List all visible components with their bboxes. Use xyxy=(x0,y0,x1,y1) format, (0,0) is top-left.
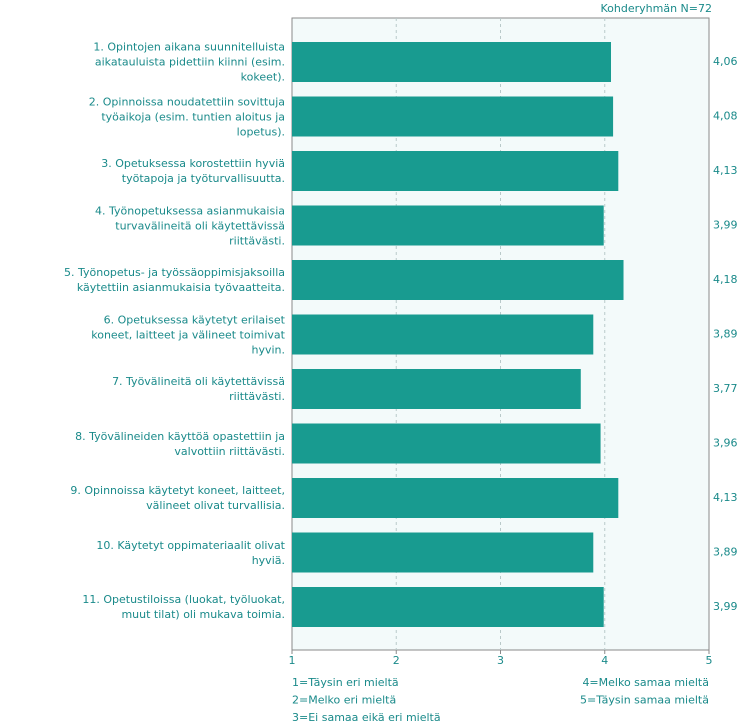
scale-note: 2=Melko eri mieltä xyxy=(292,694,396,707)
value-label: 4,18 xyxy=(713,273,738,286)
x-tick-label: 3 xyxy=(497,654,504,667)
scale-note: 5=Täysin samaa mieltä xyxy=(580,694,709,707)
x-tick-label: 5 xyxy=(706,654,713,667)
value-label: 3,89 xyxy=(713,546,738,559)
category-label: 10. Käytetyt oppimateriaalit olivat hyvi… xyxy=(96,538,285,567)
category-label: 9. Opinnoissa käytetyt koneet, laitteet,… xyxy=(70,484,285,512)
value-label: 3,77 xyxy=(713,382,738,395)
bar xyxy=(292,260,624,300)
category-label: 2. Opinnoissa noudatettiin sovittuja työ… xyxy=(88,95,285,138)
scale-note: 3=Ei samaa eikä eri mieltä xyxy=(292,711,441,724)
value-label: 4,08 xyxy=(713,110,738,123)
bar xyxy=(292,478,619,518)
category-label: 7. Työvälineitä oli käytettävissä riittä… xyxy=(112,375,285,403)
value-label: 4,13 xyxy=(713,164,738,177)
category-label: 6. Opetuksessa käytetyt erilaiset koneet… xyxy=(91,313,285,356)
bar xyxy=(292,587,604,627)
category-label: 5. Työnopetus- ja työssäoppimisjaksoilla… xyxy=(63,266,285,294)
bar xyxy=(292,369,581,409)
bar xyxy=(292,205,604,246)
scale-note: 4=Melko samaa mieltä xyxy=(582,676,709,689)
bar xyxy=(292,151,619,191)
x-tick-label: 1 xyxy=(289,654,296,667)
bar xyxy=(292,532,594,573)
value-label: 3,99 xyxy=(713,600,738,613)
bar xyxy=(292,42,612,82)
x-tick-label: 4 xyxy=(601,654,608,667)
value-label: 3,96 xyxy=(713,437,738,450)
category-label: 4. Työnopetuksessa asianmukaisia turvavä… xyxy=(95,204,285,247)
value-label: 4,13 xyxy=(713,491,738,504)
x-tick-label: 2 xyxy=(393,654,400,667)
bar xyxy=(292,423,601,464)
category-label: 3. Opetuksessa korostettiin hyviä työtap… xyxy=(101,157,285,185)
value-label: 4,06 xyxy=(713,55,738,68)
category-label: 8. Työvälineiden käyttöä opastettiin ja … xyxy=(75,429,285,458)
category-label: 11. Opetustiloissa (luokat, työluokat, m… xyxy=(82,593,285,621)
value-label: 3,99 xyxy=(713,219,738,232)
bar xyxy=(292,96,614,137)
category-label: 1. Opintojen aikana suunnitelluista aika… xyxy=(93,40,285,84)
value-label: 3,89 xyxy=(713,328,738,341)
bar xyxy=(292,314,594,355)
scale-note: 1=Täysin eri mieltä xyxy=(292,676,399,689)
subtitle: Kohderyhmän N=72 xyxy=(601,2,713,15)
